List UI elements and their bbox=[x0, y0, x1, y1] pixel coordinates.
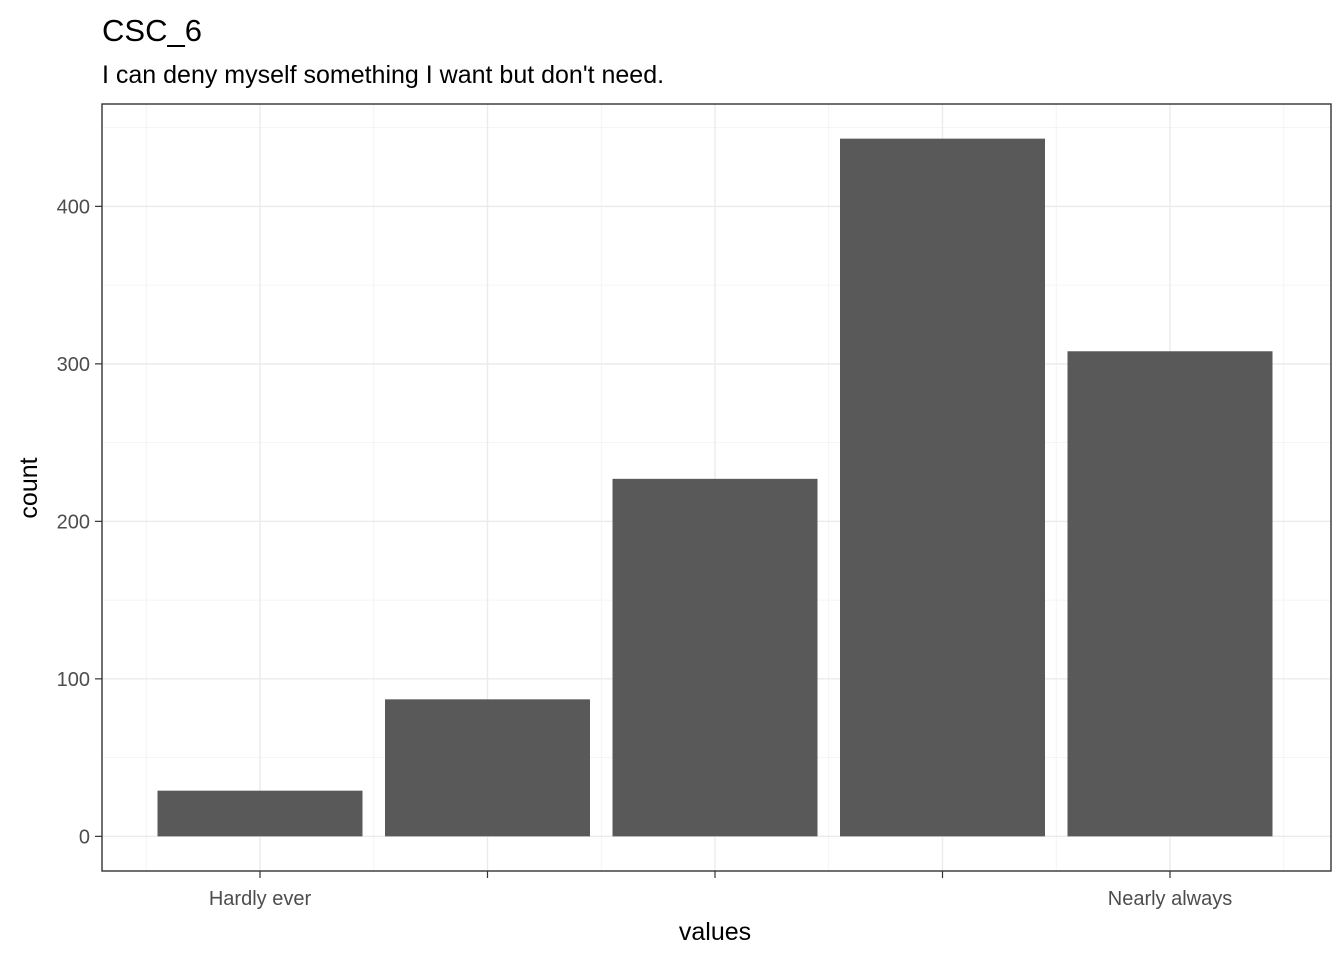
chart-title: CSC_6 bbox=[102, 13, 202, 48]
x-tick-label: Hardly ever bbox=[209, 888, 312, 910]
y-axis: 0 100 200 300 400 bbox=[57, 196, 102, 848]
plot-panel bbox=[101, 103, 1332, 872]
y-tick-label: 200 bbox=[57, 511, 90, 533]
bar bbox=[385, 699, 590, 837]
y-tick-label: 100 bbox=[57, 669, 90, 691]
y-tick-label: 400 bbox=[57, 196, 90, 218]
chart-subtitle: I can deny myself something I want but d… bbox=[102, 61, 664, 89]
y-tick-label: 0 bbox=[79, 826, 90, 848]
bars bbox=[157, 138, 1273, 837]
bar bbox=[612, 478, 818, 837]
x-axis-title: values bbox=[679, 918, 751, 946]
x-tick-label: Nearly always bbox=[1108, 888, 1232, 910]
bar bbox=[1067, 351, 1273, 837]
plot-border bbox=[101, 103, 1332, 872]
bar bbox=[840, 138, 1045, 837]
y-axis-title: count bbox=[15, 457, 43, 518]
y-tick-label: 300 bbox=[57, 354, 90, 376]
x-axis: Hardly ever Nearly always bbox=[209, 871, 1232, 910]
bar bbox=[157, 790, 363, 837]
